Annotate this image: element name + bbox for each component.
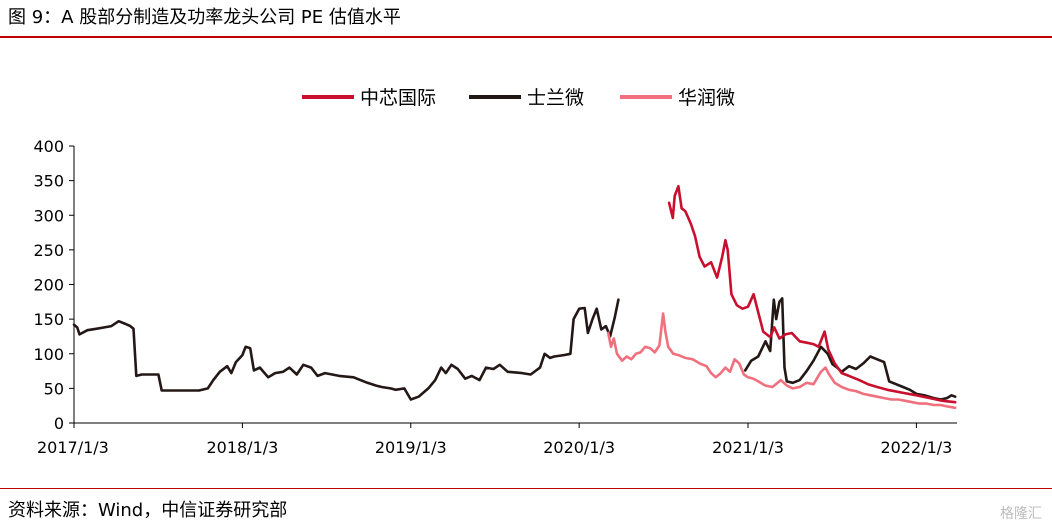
y-tick-label: 400 <box>33 137 64 156</box>
x-tick-label: 2022/1/3 <box>880 438 952 457</box>
x-tick-label: 2018/1/3 <box>206 438 278 457</box>
source-note: 资料来源：Wind，中信证券研究部 <box>8 500 288 521</box>
series-line-0 <box>667 184 957 404</box>
y-tick-label: 50 <box>44 379 64 398</box>
title-divider <box>0 36 1052 38</box>
chart-legend: 中芯国际 士兰微 华润微 <box>302 87 735 109</box>
y-axis: 0 50 100 150 200 250 300 350 400 <box>33 137 75 433</box>
x-axis: 2017/1/3 2018/1/3 2019/1/3 2020/1/3 2021/1/3… <box>37 422 957 457</box>
legend-label: 士兰微 <box>527 87 584 109</box>
page-title: 图 9：A 股部分制造及功率龙头公司 PE 估值水平 <box>8 7 401 28</box>
legend-label: 华润微 <box>678 87 735 109</box>
legend-label: 中芯国际 <box>360 87 436 109</box>
y-tick-label: 100 <box>33 345 64 364</box>
pe-line-chart: 中芯国际 士兰微 华润微 0 50 100 150 200 250 300 350 400 2017… <box>33 87 957 457</box>
y-tick-label: 350 <box>33 172 64 191</box>
series-line-1 <box>72 298 620 401</box>
x-tick-label: 2017/1/3 <box>37 438 109 457</box>
y-tick-label: 300 <box>33 206 64 225</box>
series-layer <box>72 184 957 410</box>
y-tick-label: 150 <box>33 310 64 329</box>
x-tick-label: 2020/1/3 <box>543 438 615 457</box>
y-tick-label: 250 <box>33 241 64 260</box>
y-tick-label: 200 <box>33 276 64 295</box>
x-tick-label: 2019/1/3 <box>375 438 447 457</box>
y-tick-label: 0 <box>54 414 64 433</box>
watermark-logo: 格隆汇 <box>1000 506 1042 522</box>
x-tick-label: 2021/1/3 <box>712 438 784 457</box>
footer-divider <box>0 488 1052 489</box>
series-line-3 <box>606 312 957 410</box>
